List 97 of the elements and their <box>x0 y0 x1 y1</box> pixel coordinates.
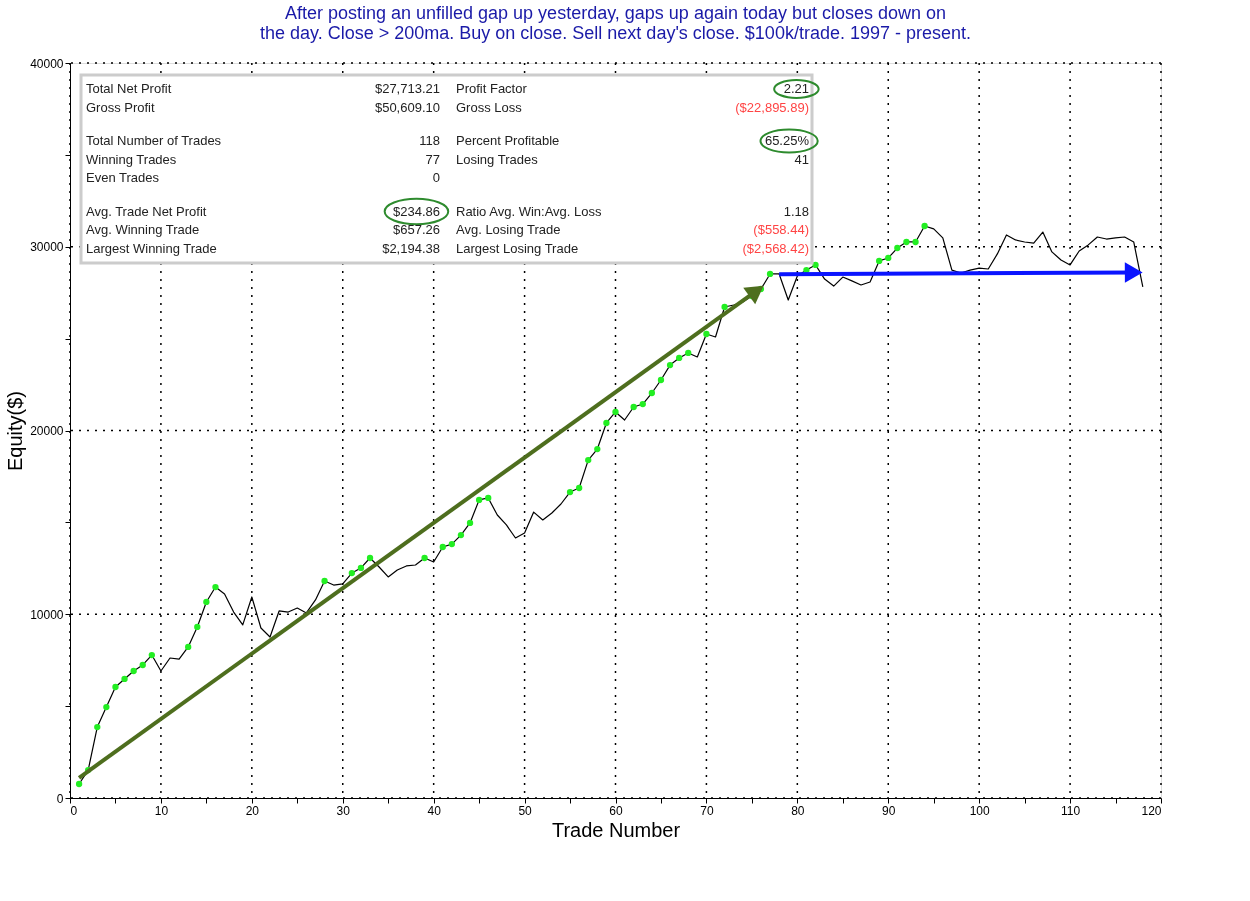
annotation: Winning Trades <box>86 151 177 167</box>
point <box>139 661 146 669</box>
annotation: Largest Winning Trade <box>86 240 217 256</box>
point <box>448 540 456 548</box>
x-tick-label: 30 <box>336 803 351 818</box>
x-tick-label: 40 <box>427 803 442 818</box>
point <box>666 361 674 369</box>
x-tick-label: 10 <box>154 803 169 818</box>
point <box>612 408 619 416</box>
annotation: $2,194.38 <box>382 240 440 256</box>
point <box>876 257 883 265</box>
point <box>357 564 365 572</box>
annotation: Total Number of Trades <box>86 133 222 148</box>
point <box>75 780 83 788</box>
annotation: Largest Losing Trade <box>456 240 579 256</box>
annotation: 1.18 <box>783 203 809 219</box>
annotation: Gross Profit <box>86 99 156 115</box>
y-tick-label: 20000 <box>30 424 64 438</box>
annotation: 118 <box>419 133 440 148</box>
point <box>348 569 355 577</box>
annotation: Ratio Avg. Win:Avg. Loss <box>456 203 602 219</box>
x-tick-label: 110 <box>1061 803 1081 818</box>
x-tick-label: 90 <box>882 803 896 818</box>
point <box>575 484 583 492</box>
point <box>212 583 219 591</box>
x-tick-label: 80 <box>791 803 805 818</box>
annotation: ($2,568.42) <box>742 240 809 256</box>
annotation: 77 <box>425 151 440 167</box>
y-tick-label: 30000 <box>30 240 64 255</box>
point <box>148 651 155 659</box>
annotation: ($22,895.89) <box>735 99 809 115</box>
point <box>803 266 810 274</box>
point <box>566 488 574 496</box>
annotation: 65.25% <box>764 133 810 148</box>
point <box>94 723 101 731</box>
annotation: 2.21 <box>783 81 809 96</box>
annotation: ($558.44) <box>753 222 809 237</box>
annotation: Avg. Winning Trade <box>86 222 200 237</box>
x-tick-label: 60 <box>609 803 623 818</box>
point <box>603 419 610 427</box>
point <box>912 238 919 246</box>
x-tick-label: 50 <box>518 803 533 818</box>
annotation: $234.86 <box>393 203 440 219</box>
point <box>721 303 728 311</box>
annotation: Gross Loss <box>456 99 523 115</box>
point <box>903 238 910 246</box>
x-tick-label: 0 <box>70 803 78 818</box>
point <box>103 703 110 711</box>
x-tick-label: 70 <box>700 803 714 818</box>
point <box>485 494 492 502</box>
annotation: Losing Trades <box>456 151 539 167</box>
annotation: Even Trades <box>86 170 160 185</box>
point <box>894 244 901 252</box>
point <box>639 400 646 408</box>
chart-title: After posting an unfilled gap up yesterday, gaps up again today but closes down on the day. Close > 200ma. Buy on close. Sell next day's close. $100k/trade. 1997 - present. <box>259 3 972 43</box>
point <box>112 683 119 691</box>
point <box>585 456 592 464</box>
point <box>885 254 892 262</box>
annotation: $27,713.21 <box>374 81 440 96</box>
x-tick-label: 100 <box>969 803 990 818</box>
point <box>630 403 637 411</box>
point <box>203 598 210 606</box>
y-tick-label: 40000 <box>30 56 64 71</box>
point <box>457 531 465 539</box>
point <box>366 554 374 562</box>
point <box>185 643 192 651</box>
point <box>703 330 710 338</box>
annotation: $50,609.10 <box>374 99 440 115</box>
annotation: Percent Profitable <box>456 133 560 148</box>
x-tick-label: 120 <box>1141 803 1162 818</box>
annotation: $657.26 <box>393 222 440 237</box>
annotation: Total Net Profit <box>86 81 172 96</box>
point <box>766 270 774 278</box>
point <box>194 623 201 631</box>
point <box>466 519 474 527</box>
y-tick-label: 10000 <box>30 607 64 622</box>
x-axis-title: Trade Number <box>551 818 681 841</box>
point <box>657 376 665 384</box>
point <box>439 543 446 551</box>
annotation: 0 <box>432 170 440 185</box>
y-tick-label: 0 <box>56 791 64 806</box>
annotation: Profit Factor <box>456 81 528 96</box>
x-tick-label: 20 <box>245 803 260 818</box>
point <box>321 577 328 585</box>
point <box>921 222 928 230</box>
point <box>594 445 601 453</box>
annotation: Avg. Trade Net Profit <box>86 203 207 219</box>
point <box>685 349 692 357</box>
annotation: Avg. Losing Trade <box>456 222 561 237</box>
point <box>475 496 483 504</box>
annotation: 41 <box>794 151 809 167</box>
point <box>130 667 137 675</box>
point <box>675 354 683 362</box>
point <box>648 389 656 397</box>
point <box>421 554 428 562</box>
y-axis-title: Equity($) <box>4 390 27 472</box>
point <box>121 675 128 683</box>
